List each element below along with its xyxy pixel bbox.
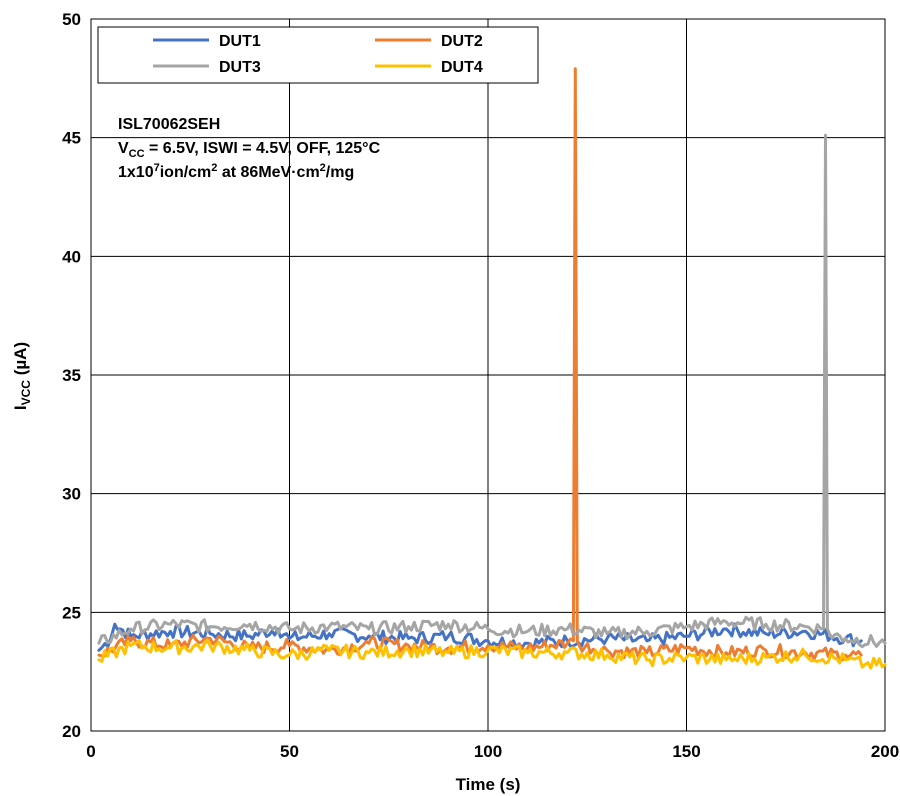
y-tick-label: 35 [62,366,81,385]
x-axis-ticks: 0 50 100 150 200 [86,742,899,761]
annotation-fluence-b: ion/cm [160,164,212,181]
series-line-dut4 [97,638,887,670]
annotation-fluence: 1x107ion/cm2 at 86MeV·cm2/mg [118,162,354,181]
annotation-v-sub: CC [129,148,145,160]
legend-box [97,26,539,84]
x-tick-label: 200 [871,742,899,761]
annotation-fluence-a: 1x10 [118,164,154,181]
y-axis-title-sub: VCC [19,380,33,406]
annotation-device: ISL70062SEH [118,116,220,133]
annotation-v: V [118,140,129,157]
annotation-fluence-c: at 86MeV·cm [217,164,319,181]
legend-label-dut2: DUT2 [441,33,483,50]
annotation: ISL70062SEH VCC = 6.5V, ISWI = 4.5V, OFF… [118,116,381,181]
y-tick-label: 45 [62,129,81,148]
series-line-dut3 [97,133,887,649]
y-axis-title-main: I [11,405,30,410]
annotation-fluence-sup3: 2 [320,162,326,174]
y-tick-label: 40 [62,247,81,266]
y-axis-title-unit: (µA) [11,342,30,380]
series-line-dut2 [97,67,863,663]
y-tick-label: 30 [62,485,81,504]
x-tick-label: 50 [280,742,299,761]
annotation-fluence-sup1: 7 [154,162,160,174]
y-tick-label: 50 [62,10,81,29]
x-axis-title: Time (s) [456,775,521,794]
x-tick-label: 100 [474,742,502,761]
legend-items: DUT1 DUT2 DUT3 DUT4 [153,33,483,76]
legend: DUT1 DUT2 DUT3 DUT4 [97,26,539,84]
y-axis-title: IVCC (µA) [11,342,33,410]
y-axis-ticks: 20 25 30 35 40 45 50 [62,10,81,741]
y-tick-label: 20 [62,722,81,741]
annotation-conditions: VCC = 6.5V, ISWI = 4.5V, OFF, 125°C [118,140,381,160]
legend-label-dut4: DUT4 [441,59,483,76]
legend-label-dut1: DUT1 [219,33,261,50]
annotation-conditions-rest: = 6.5V, ISWI = 4.5V, OFF, 125°C [145,140,381,157]
y-tick-label: 25 [62,603,81,622]
legend-label-dut3: DUT3 [219,59,261,76]
x-tick-label: 0 [86,742,95,761]
annotation-fluence-sup2: 2 [211,162,217,174]
plot-frame [90,18,886,732]
annotation-fluence-d: /mg [326,164,354,181]
series-lines [97,67,887,670]
x-tick-label: 150 [672,742,700,761]
